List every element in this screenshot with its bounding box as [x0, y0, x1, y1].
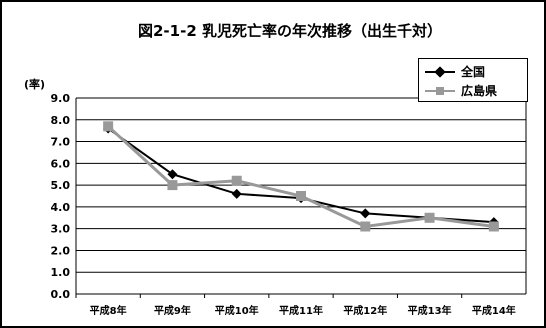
chart-title: 図2-1-2 乳児死亡率の年次推移（出生千対）: [138, 22, 442, 40]
legend-label-national: 全国: [461, 65, 486, 79]
x-tick-label: 平成12年: [343, 304, 387, 317]
y-tick-label: 9.0: [51, 92, 71, 105]
data-point: [360, 208, 371, 219]
y-axis-unit-label: (率): [24, 78, 46, 91]
y-tick-label: 7.0: [51, 136, 71, 149]
legend-item-hiroshima: 広島県: [425, 82, 525, 98]
x-tick-label: 平成10年: [215, 304, 259, 317]
series-markers: [103, 121, 499, 232]
y-tick-label: 6.0: [51, 157, 71, 170]
y-tick-label: 5.0: [51, 179, 71, 192]
legend: 全国 広島県: [418, 58, 528, 102]
legend-item-national: 全国: [425, 63, 525, 79]
y-tick-label: 8.0: [51, 114, 71, 127]
legend-marker-national: [434, 66, 446, 78]
data-point: [296, 191, 306, 201]
x-tick-label: 平成9年: [154, 304, 191, 317]
x-tick-label: 平成8年: [90, 304, 127, 317]
data-point: [231, 188, 242, 199]
data-point: [167, 169, 178, 180]
data-point: [103, 121, 114, 132]
x-tick-label: 平成11年: [279, 304, 323, 317]
x-tick-label: 平成14年: [472, 304, 516, 317]
legend-label-hiroshima: 広島県: [461, 84, 498, 98]
y-axis-ticks: 0.0 1.0 2.0 3.0 4.0 5.0 6.0 7.0 8.0 9.0: [51, 92, 71, 301]
data-point: [488, 221, 499, 232]
x-tick-label: 平成13年: [408, 304, 452, 317]
x-axis-ticks: 平成8年 平成9年 平成10年 平成11年 平成12年 平成13年 平成14年: [75, 294, 516, 317]
series-line-0: [107, 127, 494, 224]
y-tick-label: 0.0: [51, 288, 71, 301]
data-point: [231, 175, 242, 186]
y-tick-label: 1.0: [51, 266, 71, 279]
data-point: [360, 221, 371, 232]
data-point: [167, 180, 178, 191]
legend-marker-hiroshima: [436, 87, 444, 95]
gridlines: [75, 97, 527, 295]
data-point: [424, 212, 435, 223]
y-tick-label: 4.0: [51, 201, 71, 214]
y-tick-label: 3.0: [51, 223, 71, 236]
y-tick-label: 2.0: [51, 244, 71, 257]
